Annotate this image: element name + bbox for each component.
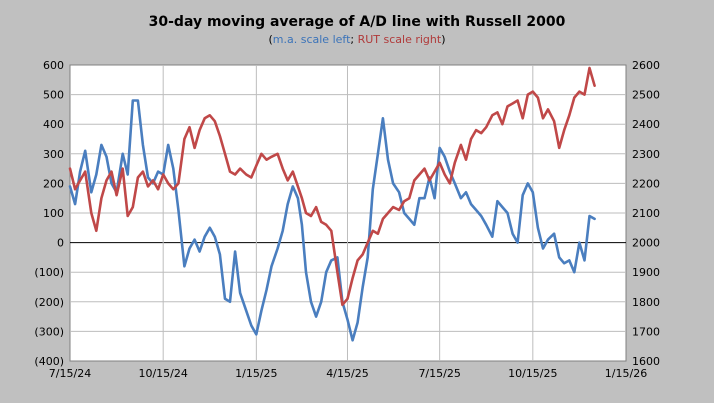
subtitle-right-scale: RUT scale right: [357, 33, 442, 46]
y-right-tick-label: 2100: [632, 207, 660, 220]
x-tick-label: 4/15/25: [326, 367, 368, 380]
y-left-tick-label: 0: [57, 237, 64, 250]
grid-layer: [70, 65, 626, 361]
chart-title: 30-day moving average of A/D line with R…: [148, 14, 566, 30]
y-left-tick-label: 100: [43, 207, 64, 220]
subtitle-left-scale: m.a. scale left: [272, 33, 351, 46]
y-right-tick-label: 2600: [632, 59, 660, 72]
y-left-tick-label: (300): [34, 325, 64, 338]
y-right-tick-label: 2400: [632, 118, 660, 131]
x-tick-label: 7/15/25: [418, 367, 460, 380]
x-tick-label: 1/15/25: [235, 367, 277, 380]
ma-series-line: [68, 99, 596, 342]
x-tick-label: 1/15/26: [605, 367, 647, 380]
y-left-tick-label: 400: [43, 118, 64, 131]
subtitle-open: (: [268, 33, 273, 46]
y-right-tick-label: 1900: [632, 266, 660, 279]
y-left-tick-label: (100): [34, 266, 64, 279]
subtitle-separator: ;: [350, 33, 358, 46]
chart-subtitle: (m.a. scale left; RUT scale right): [0, 33, 714, 46]
y-right-tick-label: 2200: [632, 177, 660, 190]
y-right-tick-label: 1600: [632, 355, 660, 368]
y-right-tick-label: 2000: [632, 237, 660, 250]
y-right-tick-label: 2500: [632, 89, 660, 102]
series-layer: [68, 66, 596, 342]
y-left-tick-label: 200: [43, 177, 64, 190]
x-tick-label: 7/15/24: [49, 367, 91, 380]
y-left-tick-label: 300: [43, 148, 64, 161]
y-left-tick-label: 600: [43, 59, 64, 72]
axis-layer: 600 500 400 300 200 100 0 (100) (200) (300) (400) 2…: [34, 59, 660, 380]
x-tick-label: 10/15/25: [508, 367, 557, 380]
subtitle-close: ): [441, 33, 446, 46]
y-right-tick-label: 1700: [632, 325, 660, 338]
y-right-tick-label: 2300: [632, 148, 660, 161]
y-right-tick-label: 1800: [632, 296, 660, 309]
y-left-tick-label: 500: [43, 89, 64, 102]
y-left-tick-label: (400): [34, 355, 64, 368]
x-tick-label: 10/15/24: [138, 367, 187, 380]
y-left-tick-label: (200): [34, 296, 64, 309]
rut-series-line: [68, 66, 596, 307]
